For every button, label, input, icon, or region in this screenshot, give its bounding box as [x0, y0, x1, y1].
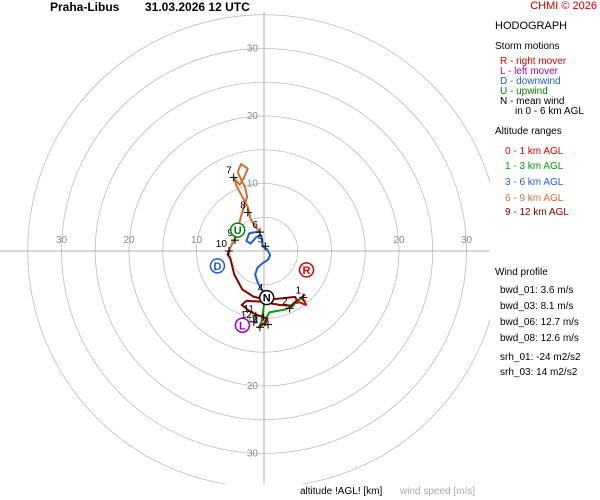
wind-profile-bwd-06: bwd_06: 12.7 m/s — [500, 317, 579, 328]
storm-motion-markers: R L D U N — [209, 222, 315, 333]
storm-motion-r: R — [298, 262, 315, 278]
height-marker-13: 1 — [260, 313, 273, 329]
storm-motion-letter: D — [213, 261, 221, 273]
axis-label-left-30: 30 — [56, 235, 68, 246]
storm-motion-letter: R — [303, 265, 311, 277]
height-marker-12: 12 — [241, 310, 258, 326]
axis-label-right-30: 30 — [461, 235, 473, 246]
wind-profile-bwd-08: bwd_08: 12.6 m/s — [500, 333, 579, 344]
storm-motion-letter: L — [239, 320, 246, 332]
legend-mean-wind-layer: in 0 - 6 km AGL — [515, 106, 584, 117]
legend-alt-1-3: 1 - 3 km AGL — [505, 161, 564, 172]
storm-motion-letter: N — [263, 293, 271, 305]
height-marker-3: 3 — [252, 315, 264, 332]
height-label: 1 — [260, 313, 266, 324]
sounding-datetime: 31.03.2026 12 UTC — [145, 0, 250, 14]
height-marker-7: 7 — [226, 165, 238, 182]
height-label: 11 — [244, 304, 255, 315]
wind-speed-unit-label: wind speed [m/s] — [400, 486, 476, 497]
wind-profile-title: Wind profile — [495, 267, 548, 278]
height-marker-6: 6 — [252, 220, 264, 237]
axis-label-bottom-30: 30 — [247, 449, 259, 460]
height-marker-10: 10 — [216, 239, 233, 255]
panel-title: HODOGRAPH — [495, 20, 568, 32]
altitude-ranges-title: Altitude ranges — [495, 126, 562, 137]
axis-label-top-20: 20 — [247, 111, 259, 122]
axis-label-bottom-20: 20 — [247, 381, 259, 392]
wind-profile-bwd-03: bwd_03: 8.1 m/s — [500, 301, 574, 312]
storm-motions-title: Storm motions — [495, 41, 560, 52]
axis-labels: 30 20 10 10 20 30 30 20 10 20 30 — [56, 44, 473, 460]
height-label: 7 — [226, 165, 232, 176]
height-label: 10 — [216, 239, 228, 250]
wind-profile-bwd-01: bwd_01: 3.6 m/s — [500, 285, 574, 296]
storm-motion-d: D — [209, 258, 226, 274]
height-label: 6 — [252, 220, 258, 231]
legend-downwind: D - downwind — [500, 76, 561, 87]
axis-label-bottom-10: 10 — [247, 314, 259, 325]
axis-label-top-30: 30 — [247, 44, 259, 55]
height-marker-2: 2 — [282, 296, 294, 313]
hodograph-axes — [0, 12, 490, 484]
legend-alt-6-9: 6 - 9 km AGL — [505, 193, 564, 204]
wind-profile-srh-03: srh_03: 14 m2/s2 — [500, 367, 578, 378]
height-marker-8: 8 — [240, 201, 252, 217]
legend-left-mover: L - left mover — [500, 66, 558, 77]
storm-motion-l: L — [234, 317, 251, 333]
height-label: 4 — [258, 283, 264, 294]
legend-right-mover: R - right mover — [500, 56, 567, 67]
height-label: 2 — [282, 296, 288, 307]
height-marker-5: 5 — [258, 234, 270, 251]
legend-alt-3-6: 3 - 6 km AGL — [505, 177, 564, 188]
legend-alt-0-1: 0 - 1 km AGL — [505, 146, 564, 157]
height-marker-9: 9 — [227, 228, 239, 245]
storm-motion-u: U — [229, 222, 246, 238]
height-label: 12 — [241, 310, 253, 321]
altitude-unit-label: altitude !AGL! [km] — [300, 486, 383, 497]
legend-alt-9-12: 9 - 12 km AGL — [505, 207, 569, 218]
legend-upwind: U - upwind — [500, 86, 548, 97]
height-marker-1: 1 — [296, 286, 308, 302]
height-label: 3 — [252, 315, 258, 326]
height-marker-11: 11 — [244, 304, 260, 320]
wind-profile-srh-01: srh_01: -24 m2/s2 — [500, 352, 581, 363]
height-label: 8 — [240, 201, 246, 212]
height-label: 5 — [258, 234, 264, 245]
axis-label-left-10: 10 — [191, 235, 203, 246]
legend-mean-wind: N - mean wind — [500, 96, 565, 107]
axis-label-left-20: 20 — [123, 235, 135, 246]
axis-label-right-20: 20 — [393, 235, 405, 246]
height-label: 9 — [227, 228, 233, 239]
station-name: Praha-Libus — [50, 0, 120, 14]
copyright-label: CHMI © 2026 — [530, 0, 597, 12]
storm-motion-letter: U — [234, 225, 242, 237]
height-label: 1 — [296, 286, 302, 297]
storm-motion-n: N — [258, 289, 275, 306]
axis-label-top-10: 10 — [247, 179, 259, 190]
